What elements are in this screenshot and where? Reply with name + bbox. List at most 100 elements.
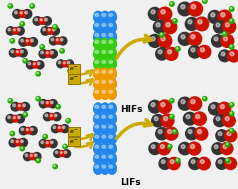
- Circle shape: [189, 46, 201, 58]
- Circle shape: [189, 158, 201, 170]
- Circle shape: [226, 143, 228, 145]
- Ellipse shape: [94, 103, 102, 114]
- Ellipse shape: [94, 153, 102, 164]
- Circle shape: [35, 154, 37, 156]
- Circle shape: [179, 143, 191, 155]
- Circle shape: [15, 50, 21, 56]
- Ellipse shape: [95, 40, 99, 43]
- Circle shape: [50, 141, 53, 144]
- Circle shape: [214, 115, 226, 127]
- Ellipse shape: [108, 153, 116, 164]
- Ellipse shape: [108, 103, 116, 114]
- Circle shape: [156, 127, 168, 140]
- Ellipse shape: [95, 145, 99, 148]
- Circle shape: [48, 29, 50, 31]
- Circle shape: [151, 103, 155, 107]
- Circle shape: [181, 5, 185, 9]
- Ellipse shape: [101, 78, 109, 89]
- Ellipse shape: [101, 12, 109, 22]
- Circle shape: [225, 23, 229, 27]
- Circle shape: [58, 61, 61, 64]
- Circle shape: [168, 50, 172, 54]
- Circle shape: [225, 142, 230, 147]
- Circle shape: [30, 4, 35, 8]
- Circle shape: [9, 99, 10, 101]
- Ellipse shape: [108, 133, 116, 144]
- Circle shape: [29, 38, 38, 46]
- Ellipse shape: [94, 143, 102, 154]
- Circle shape: [161, 114, 174, 127]
- Circle shape: [69, 69, 70, 71]
- Circle shape: [41, 46, 42, 47]
- Ellipse shape: [101, 113, 109, 124]
- Circle shape: [203, 0, 207, 3]
- Ellipse shape: [94, 58, 102, 69]
- Circle shape: [19, 126, 28, 135]
- Ellipse shape: [108, 38, 116, 49]
- Circle shape: [221, 34, 234, 47]
- Ellipse shape: [108, 21, 116, 33]
- Circle shape: [203, 97, 205, 99]
- Circle shape: [159, 158, 171, 169]
- Circle shape: [53, 25, 57, 29]
- Ellipse shape: [108, 143, 116, 154]
- Circle shape: [21, 147, 22, 149]
- Ellipse shape: [95, 105, 99, 108]
- Ellipse shape: [94, 163, 102, 174]
- Circle shape: [36, 61, 44, 69]
- Ellipse shape: [101, 113, 109, 124]
- Circle shape: [63, 62, 65, 64]
- Circle shape: [61, 50, 62, 51]
- Circle shape: [44, 113, 52, 121]
- Circle shape: [212, 143, 223, 154]
- Circle shape: [44, 135, 45, 137]
- Ellipse shape: [94, 88, 102, 99]
- Circle shape: [36, 72, 40, 76]
- Circle shape: [33, 63, 35, 65]
- Ellipse shape: [95, 165, 99, 168]
- Ellipse shape: [108, 58, 116, 69]
- Ellipse shape: [94, 38, 102, 49]
- Ellipse shape: [108, 48, 116, 59]
- Circle shape: [40, 45, 45, 49]
- Ellipse shape: [101, 78, 109, 89]
- Ellipse shape: [102, 165, 106, 168]
- Circle shape: [221, 52, 225, 56]
- Ellipse shape: [101, 153, 109, 164]
- Circle shape: [28, 62, 31, 65]
- Ellipse shape: [94, 31, 102, 42]
- Ellipse shape: [94, 21, 102, 33]
- Ellipse shape: [94, 113, 102, 124]
- Ellipse shape: [109, 70, 113, 73]
- Ellipse shape: [95, 33, 99, 36]
- Ellipse shape: [94, 31, 102, 42]
- Circle shape: [214, 37, 218, 41]
- Ellipse shape: [108, 38, 116, 49]
- Circle shape: [21, 140, 23, 143]
- Ellipse shape: [108, 113, 116, 124]
- Ellipse shape: [94, 103, 102, 114]
- Ellipse shape: [108, 163, 116, 174]
- Circle shape: [50, 115, 52, 117]
- Ellipse shape: [108, 153, 116, 164]
- Ellipse shape: [108, 143, 116, 154]
- Circle shape: [11, 102, 20, 111]
- Circle shape: [21, 128, 24, 131]
- Ellipse shape: [94, 68, 102, 79]
- Ellipse shape: [101, 31, 109, 42]
- Circle shape: [60, 49, 64, 53]
- Circle shape: [45, 101, 51, 107]
- Circle shape: [177, 159, 178, 160]
- Circle shape: [158, 34, 172, 48]
- Circle shape: [24, 153, 32, 161]
- Text: $e^-$: $e^-$: [69, 138, 79, 146]
- Ellipse shape: [108, 103, 116, 114]
- Circle shape: [149, 100, 161, 113]
- Circle shape: [161, 160, 165, 163]
- Circle shape: [225, 117, 229, 121]
- Circle shape: [10, 131, 15, 136]
- Text: HIFs: HIFs: [120, 105, 143, 114]
- Ellipse shape: [94, 153, 102, 164]
- Ellipse shape: [108, 88, 116, 99]
- Ellipse shape: [94, 38, 102, 49]
